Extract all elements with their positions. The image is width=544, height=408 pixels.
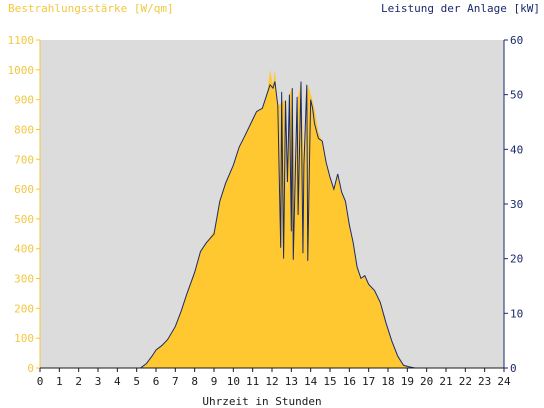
x-tick-label: 18 xyxy=(381,375,394,388)
power-line xyxy=(40,81,504,369)
left-tick-label: 1000 xyxy=(8,64,35,77)
left-tick-label: 400 xyxy=(14,243,34,256)
x-tick-label: 12 xyxy=(265,375,278,388)
x-tick-label: 19 xyxy=(401,375,414,388)
right-axis-title: Leistung der Anlage [kW] xyxy=(381,2,540,15)
x-tick-label: 10 xyxy=(227,375,240,388)
right-tick-label: 10 xyxy=(510,307,523,320)
x-tick-label: 24 xyxy=(497,375,511,388)
left-tick-label: 100 xyxy=(14,332,34,345)
x-tick-label: 23 xyxy=(478,375,491,388)
x-tick-label: 6 xyxy=(153,375,160,388)
x-tick-label: 9 xyxy=(211,375,218,388)
x-tick-label: 15 xyxy=(323,375,336,388)
x-tick-label: 11 xyxy=(246,375,259,388)
x-axis-title: Uhrzeit in Stunden xyxy=(202,395,321,408)
right-axis-ticks: 0 10 20 30 40 50 60 xyxy=(504,34,523,375)
series-layer xyxy=(40,69,504,369)
right-tick-label: 60 xyxy=(510,34,523,47)
x-tick-label: 3 xyxy=(95,375,102,388)
x-tick-label: 17 xyxy=(362,375,375,388)
left-tick-label: 200 xyxy=(14,302,34,315)
left-tick-label: 800 xyxy=(14,123,34,136)
left-tick-label: 0 xyxy=(27,362,34,375)
x-tick-label: 4 xyxy=(114,375,121,388)
right-tick-label: 50 xyxy=(510,89,523,102)
x-tick-label: 16 xyxy=(343,375,356,388)
left-tick-label: 600 xyxy=(14,183,34,196)
x-tick-label: 5 xyxy=(133,375,140,388)
left-tick-label: 900 xyxy=(14,94,34,107)
right-tick-label: 40 xyxy=(510,143,523,156)
x-tick-label: 8 xyxy=(191,375,198,388)
x-tick-label: 1 xyxy=(56,375,63,388)
x-axis-ticks: 0 1 2 3 4 5 6 7 8 9 10 11 12 13 14 15 16 17 18 19 20 21 22 23 24 xyxy=(37,368,511,388)
left-axis-ticks: 0 100 200 300 400 500 600 700 800 900 1000 1100 xyxy=(8,34,40,375)
right-tick-label: 0 xyxy=(510,362,517,375)
x-tick-label: 2 xyxy=(75,375,82,388)
x-tick-label: 21 xyxy=(439,375,452,388)
x-tick-label: 7 xyxy=(172,375,179,388)
left-tick-label: 300 xyxy=(14,273,34,286)
x-tick-label: 14 xyxy=(304,375,318,388)
left-tick-label: 700 xyxy=(14,153,34,166)
right-tick-label: 20 xyxy=(510,253,523,266)
right-tick-label: 30 xyxy=(510,198,523,211)
left-tick-label: 1100 xyxy=(8,34,35,47)
x-tick-label: 0 xyxy=(37,375,44,388)
irradiance-area xyxy=(40,69,504,369)
x-tick-label: 13 xyxy=(285,375,298,388)
x-tick-label: 20 xyxy=(420,375,433,388)
left-tick-label: 500 xyxy=(14,213,34,226)
x-tick-label: 22 xyxy=(459,375,472,388)
left-axis-title: Bestrahlungsstärke [W/qm] xyxy=(8,2,174,15)
